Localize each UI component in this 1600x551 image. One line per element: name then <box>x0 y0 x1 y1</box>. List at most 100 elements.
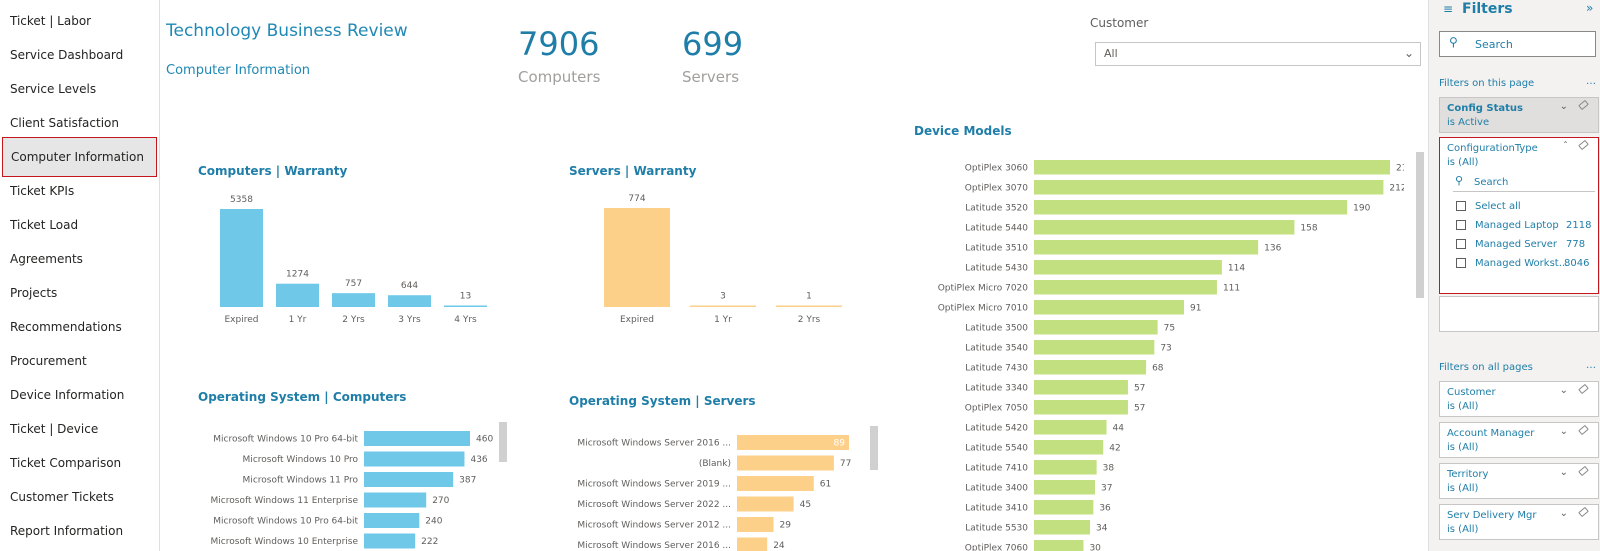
bar[interactable] <box>737 435 849 450</box>
select-all-checkbox[interactable] <box>1456 201 1466 211</box>
bar[interactable] <box>737 455 834 471</box>
bar[interactable] <box>1034 220 1295 235</box>
data-label: 436 <box>470 455 487 465</box>
filter-card-state: is (All) <box>1447 401 1479 412</box>
double-chevron-right-icon[interactable]: » <box>1586 1 1594 15</box>
eraser-icon[interactable] <box>1578 424 1589 436</box>
data-label: 89 <box>834 439 846 449</box>
chevron-down-icon[interactable]: ⌄ <box>1559 101 1568 112</box>
chevron-down-icon[interactable]: ⌄ <box>1559 467 1568 478</box>
bar[interactable] <box>1034 520 1091 535</box>
bar[interactable] <box>1034 500 1094 515</box>
nav-item[interactable]: Agreements <box>10 252 83 266</box>
customer-dropdown[interactable]: All ⌄ <box>1095 42 1421 66</box>
filter-card-configuration-type[interactable]: ConfigurationType is (All) ˆ ⚲ Search Se… <box>1439 137 1599 294</box>
os-computers-scrollbar[interactable] <box>499 422 507 462</box>
filter-card-search[interactable]: Search <box>1474 177 1509 188</box>
filters-search-box[interactable]: ⚲ Search <box>1439 31 1596 57</box>
option-checkbox[interactable] <box>1456 258 1466 268</box>
eraser-icon[interactable] <box>1578 139 1589 151</box>
bar[interactable] <box>1034 200 1348 215</box>
filter-card-customer[interactable]: Customer is (All) ⌄ <box>1439 381 1599 417</box>
bar[interactable] <box>737 537 768 551</box>
eraser-icon[interactable] <box>1578 383 1589 395</box>
nav-item[interactable]: Service Levels <box>10 82 97 96</box>
ellipsis-icon[interactable]: … <box>1586 76 1596 87</box>
chevron-down-icon[interactable]: ⌄ <box>1559 426 1568 437</box>
nav-item[interactable]: Report Information <box>10 524 124 538</box>
filter-card-serv-delivery-mgr[interactable]: Serv Delivery Mgr is (All) ⌄ <box>1439 504 1599 540</box>
bar[interactable] <box>364 431 470 446</box>
nav-item[interactable]: Service Dashboard <box>10 48 124 62</box>
bar[interactable] <box>1034 280 1217 295</box>
bar[interactable] <box>1034 240 1259 255</box>
bar[interactable] <box>604 208 670 307</box>
nav-item[interactable]: Ticket Load <box>10 218 79 232</box>
device-models-scrollbar[interactable] <box>1416 152 1424 298</box>
nav-item[interactable]: Ticket KPIs <box>10 184 75 198</box>
ellipsis-icon[interactable]: … <box>1586 360 1596 371</box>
filters-pane: ≡ Filters » ⚲ Search Filters on this pag… <box>1428 0 1600 551</box>
option-checkbox[interactable] <box>1456 220 1466 230</box>
x-tick-label: 1 Yr <box>289 315 307 325</box>
bar[interactable] <box>1034 400 1128 415</box>
bar[interactable] <box>1034 360 1147 375</box>
bar[interactable] <box>1034 440 1104 455</box>
nav-item[interactable]: Procurement <box>10 354 87 368</box>
bar[interactable] <box>1034 420 1107 435</box>
nav-item[interactable]: Recommendations <box>10 320 122 334</box>
nav-item[interactable]: Ticket Comparison <box>10 456 122 470</box>
nav-item[interactable]: Device Information <box>10 388 125 402</box>
eraser-icon[interactable] <box>1578 99 1589 111</box>
chevron-down-icon[interactable]: ⌄ <box>1559 385 1568 396</box>
bar[interactable] <box>1034 540 1084 551</box>
data-label: 114 <box>1228 263 1245 273</box>
data-label: 75 <box>1164 323 1175 333</box>
bar[interactable] <box>388 295 431 307</box>
bar[interactable] <box>364 451 465 467</box>
filter-card-territory[interactable]: Territory is (All) ⌄ <box>1439 463 1599 499</box>
filter-card-account-manager[interactable]: Account Manager is (All) ⌄ <box>1439 422 1599 458</box>
nav-item[interactable]: Customer Tickets <box>10 490 114 504</box>
filter-card-name: Config Status <box>1447 103 1523 114</box>
bar[interactable] <box>737 476 814 491</box>
data-label: 216 <box>1396 163 1404 173</box>
nav-item[interactable]: Projects <box>10 286 58 300</box>
bar[interactable] <box>1034 340 1155 355</box>
bar[interactable] <box>364 513 420 528</box>
bar[interactable] <box>1034 260 1222 275</box>
bar[interactable] <box>332 293 375 307</box>
computers-warranty-title: Computers | Warranty <box>198 164 348 178</box>
bar[interactable] <box>737 496 794 512</box>
chevron-down-icon[interactable]: ⌄ <box>1559 508 1568 519</box>
nav-item[interactable]: Client Satisfaction <box>10 116 119 130</box>
bar[interactable] <box>1034 320 1158 335</box>
bar[interactable] <box>364 492 427 508</box>
bar[interactable] <box>220 209 263 307</box>
bar[interactable] <box>1034 180 1384 195</box>
os-servers-scrollbar[interactable] <box>870 426 878 470</box>
bar[interactable] <box>1034 160 1390 175</box>
nav-item[interactable]: Computer Information <box>2 137 157 177</box>
bar[interactable] <box>1034 300 1184 315</box>
bar[interactable] <box>1034 480 1095 495</box>
bar[interactable] <box>364 472 454 487</box>
bar[interactable] <box>1034 380 1128 395</box>
eraser-icon[interactable] <box>1578 465 1589 477</box>
data-label: 212 <box>1389 183 1404 193</box>
option-checkbox[interactable] <box>1456 239 1466 249</box>
nav-item[interactable]: Ticket | Labor <box>10 14 92 28</box>
bar[interactable] <box>776 305 842 308</box>
nav-item[interactable]: Ticket | Device <box>10 422 99 436</box>
bar[interactable] <box>444 305 487 308</box>
chevron-up-icon[interactable]: ˆ <box>1563 141 1568 152</box>
filter-card-state: is (All) <box>1447 442 1479 453</box>
bar[interactable] <box>1034 460 1097 475</box>
bar[interactable] <box>364 533 416 549</box>
bar[interactable] <box>737 517 774 532</box>
add-filter-drop-zone[interactable] <box>1439 296 1599 332</box>
eraser-icon[interactable] <box>1578 506 1589 518</box>
bar[interactable] <box>276 283 319 307</box>
bar[interactable] <box>690 305 756 308</box>
filter-card-config-status[interactable]: Config Status is Active ⌄ <box>1439 97 1599 133</box>
